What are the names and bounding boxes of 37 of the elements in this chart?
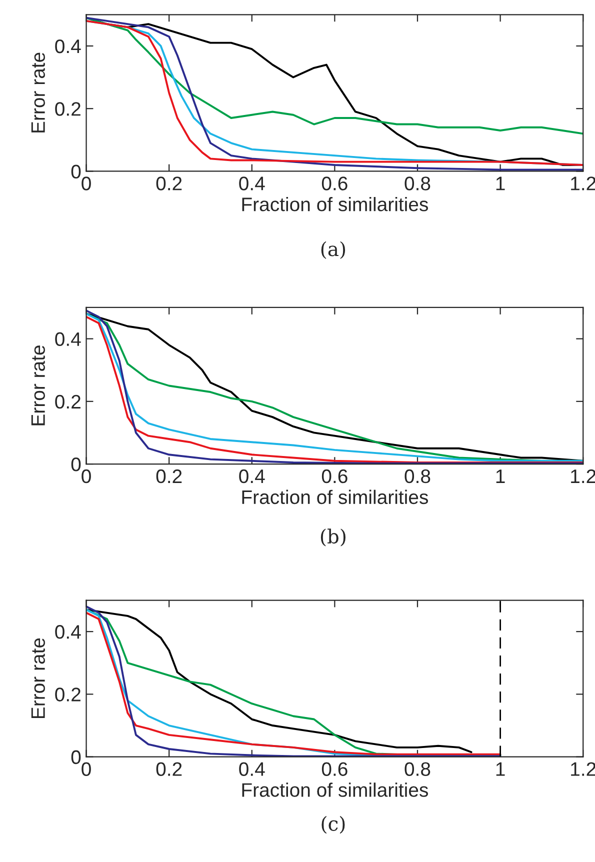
y-tick-label: 0 xyxy=(71,164,81,178)
y-tick-label: 0 xyxy=(71,458,81,472)
x-tick-label: 0.2 xyxy=(156,762,182,776)
y-axis-title: Error rate xyxy=(31,346,45,426)
x-tick-label: 0.4 xyxy=(239,762,265,776)
y-tick-label: 0.2 xyxy=(55,394,80,409)
x-tick-label: 0.4 xyxy=(239,176,265,190)
y-tick-label: 0 xyxy=(71,750,81,764)
y-tick-label: 0.2 xyxy=(55,688,80,702)
y-axis-title: Error rate xyxy=(31,52,45,132)
x-tick-label: 0 xyxy=(82,469,91,484)
x-axis-title: Fraction of similarities xyxy=(242,782,428,797)
text: (a) xyxy=(321,241,346,260)
x-tick-label: 1 xyxy=(496,176,505,190)
y-tick-label: 0.2 xyxy=(55,102,80,116)
x-tick-label: 0.2 xyxy=(156,469,182,484)
y-tick-label: 0.4 xyxy=(55,39,81,54)
x-axis-title: Fraction of similarities xyxy=(242,196,428,212)
line-series xyxy=(86,16,584,135)
text: (b) xyxy=(320,528,346,546)
x-tick-label: 0.6 xyxy=(322,762,348,776)
x-axis-title: Fraction of similarities xyxy=(242,490,428,504)
x-tick-label: 0.6 xyxy=(322,176,348,190)
y-tick-label: 0.4 xyxy=(55,625,81,639)
x-tick-label: 0.8 xyxy=(404,469,430,484)
x-tick-label: 1 xyxy=(496,470,505,483)
x-tick-label: 0.2 xyxy=(156,176,182,190)
x-tick-label: 0.8 xyxy=(404,762,430,776)
x-tick-label: 0.6 xyxy=(322,469,348,484)
x-tick-label: 0 xyxy=(82,176,91,190)
text: (c) xyxy=(322,816,345,834)
y-axis-title: Error rate xyxy=(31,638,45,718)
x-tick-label: 0.8 xyxy=(404,176,430,190)
x-tick-label: 1 xyxy=(496,762,505,776)
x-tick-label: 0 xyxy=(82,762,91,776)
x-tick-label: 0.4 xyxy=(239,469,265,484)
y-tick-label: 0.4 xyxy=(55,332,81,346)
